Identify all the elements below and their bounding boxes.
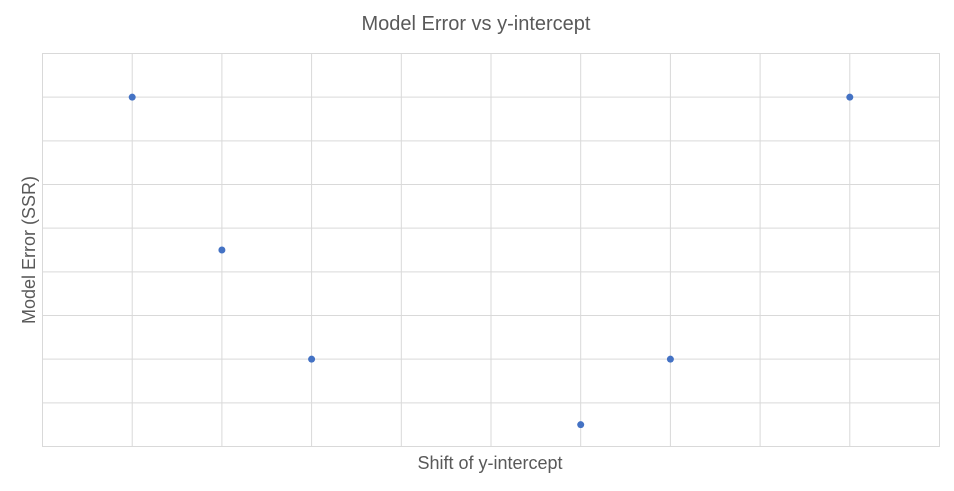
- data-points: [128, 93, 854, 429]
- plot-area: [42, 53, 940, 447]
- data-point: [577, 421, 585, 429]
- data-point: [308, 355, 316, 363]
- data-point: [128, 93, 136, 101]
- y-axis-label: Model Error (SSR): [19, 176, 39, 324]
- data-point: [666, 355, 674, 363]
- x-axis-label: Shift of y-intercept: [417, 453, 562, 473]
- data-point: [218, 246, 226, 254]
- chart-title: Model Error vs y-intercept: [362, 13, 591, 35]
- data-point: [846, 93, 854, 101]
- grid: [42, 53, 940, 447]
